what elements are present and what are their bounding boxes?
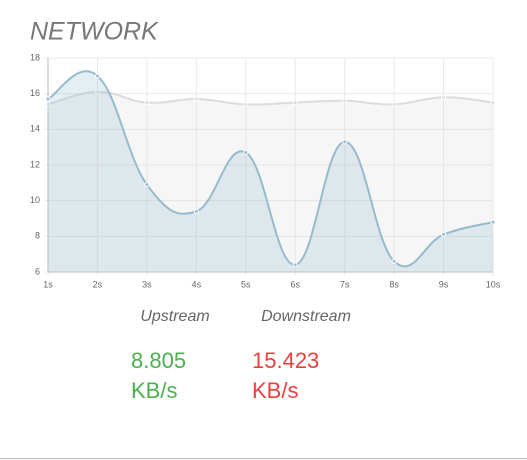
y-tick-label: 8 xyxy=(35,231,40,241)
x-tick-label: 5s xyxy=(241,279,251,289)
stat-value: 8.805 xyxy=(131,348,186,373)
y-tick-label: 12 xyxy=(30,159,40,169)
x-tick-label: 1s xyxy=(43,279,53,289)
x-tick-label: 2s xyxy=(93,279,103,289)
point xyxy=(243,101,249,107)
x-tick-label: 10s xyxy=(486,279,501,289)
legend-label: Upstream xyxy=(140,308,209,325)
x-tick-label: 7s xyxy=(340,279,350,289)
point xyxy=(144,182,150,188)
stat-unit: KB/s xyxy=(131,378,177,403)
x-tick-label: 6s xyxy=(290,279,300,289)
x-tick-label: 8s xyxy=(389,279,399,289)
y-tick-label: 16 xyxy=(30,88,40,98)
series-line xyxy=(47,90,494,106)
point xyxy=(490,219,496,225)
point xyxy=(391,258,397,264)
point xyxy=(144,100,150,106)
y-tick-label: 6 xyxy=(35,266,40,276)
point xyxy=(292,262,298,268)
point xyxy=(94,73,100,79)
point xyxy=(193,96,199,102)
point xyxy=(193,208,199,214)
point xyxy=(441,232,447,238)
y-tick-label: 18 xyxy=(30,52,40,62)
series-line xyxy=(47,70,494,268)
point xyxy=(45,96,51,102)
point xyxy=(292,100,298,106)
point xyxy=(342,139,348,145)
stat-value: 15.423 xyxy=(252,348,319,373)
y-tick-label: 10 xyxy=(30,195,40,205)
point xyxy=(490,100,496,106)
y-tick-label: 14 xyxy=(30,124,40,134)
chart-title: NETWORK xyxy=(30,18,159,46)
point xyxy=(45,101,51,107)
point xyxy=(441,94,447,100)
point xyxy=(243,150,249,156)
x-tick-label: 9s xyxy=(439,279,449,289)
x-tick-label: 4s xyxy=(192,279,202,289)
stat-unit: KB/s xyxy=(252,378,298,403)
legend-label: Downstream xyxy=(261,308,351,325)
series-area xyxy=(48,91,493,272)
series-area xyxy=(48,71,493,272)
point xyxy=(391,101,397,107)
point xyxy=(342,98,348,104)
point xyxy=(94,89,100,95)
x-tick-label: 3s xyxy=(142,279,152,289)
